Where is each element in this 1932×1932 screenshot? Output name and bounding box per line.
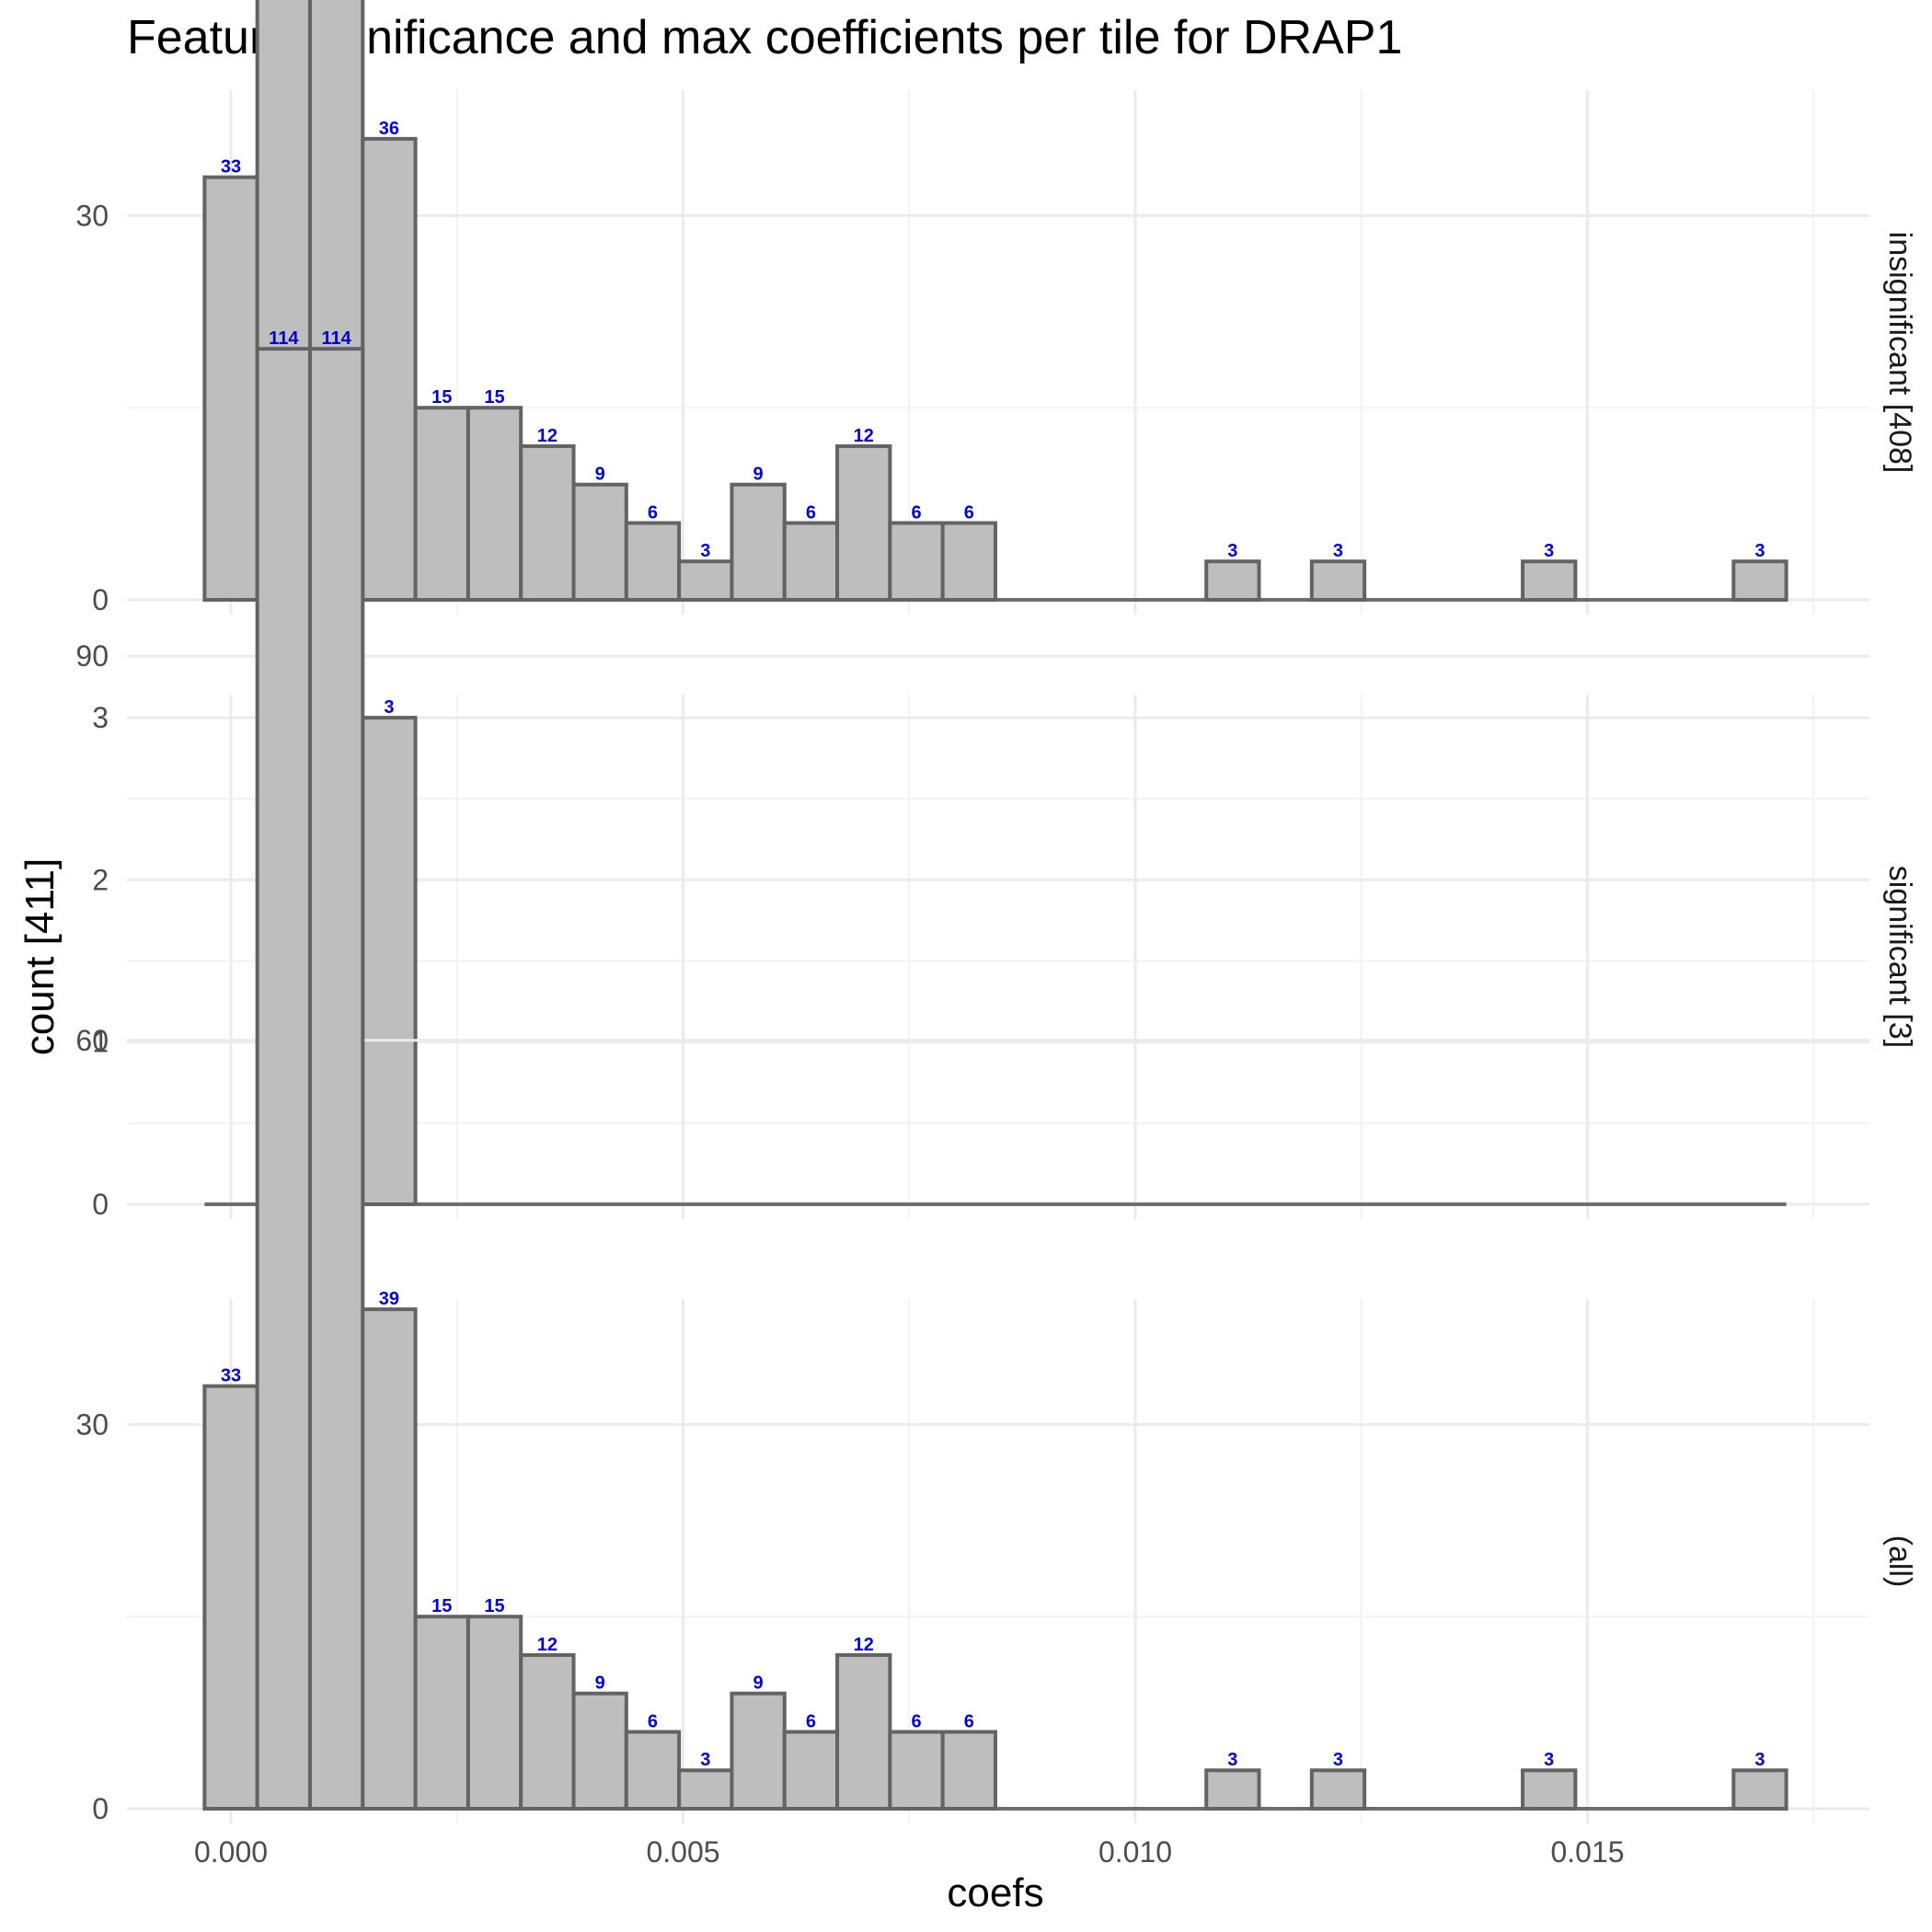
bar-count-label: 15 (484, 387, 504, 408)
histogram-bar (624, 1730, 682, 1811)
bar-count-label: 6 (648, 502, 658, 523)
histogram-bar (624, 521, 682, 602)
histogram-bar (413, 1615, 470, 1811)
histogram-bar (1204, 559, 1261, 602)
bar-count-label: 6 (964, 1711, 974, 1731)
bar-count-label: 3 (1333, 1750, 1343, 1770)
bar-count-label: 6 (648, 1711, 658, 1731)
x-tick-label: 0.015 (1550, 1835, 1624, 1869)
histogram-bar (413, 406, 470, 603)
histogram-bar (255, 347, 312, 1811)
bar-count-label: 12 (854, 1635, 874, 1655)
bar-count-label: 6 (911, 502, 921, 523)
y-tick-label: 1 (92, 1026, 109, 1059)
bar-count-label: 9 (595, 1673, 605, 1694)
histogram-bar (677, 1768, 734, 1811)
bar-count-label: 15 (431, 1596, 452, 1616)
x-tick-label: 0.010 (1098, 1835, 1172, 1869)
x-axis: 0.000 0.005 0.010 0.015 (194, 1835, 1625, 1869)
bar-count-label: 33 (221, 157, 241, 178)
bar-count-label: 3 (1754, 541, 1765, 561)
histogram-bar (1731, 1768, 1788, 1811)
bar-count-label: 12 (854, 426, 874, 446)
y-tick-label: 0 (92, 1188, 109, 1221)
bar-count-label: 39 (379, 1289, 399, 1309)
bar-count-label: 6 (806, 1711, 816, 1731)
bar-count-label: 3 (1333, 541, 1343, 561)
histogram-bar (835, 443, 892, 602)
bar-count-label: 12 (537, 1635, 558, 1655)
histogram-bar (571, 482, 628, 602)
bar-count-label: 3 (700, 1750, 710, 1770)
histogram-bar (782, 521, 840, 602)
histogram-bar (202, 1384, 259, 1811)
y-tick-label: 30 (75, 199, 109, 232)
histogram-bar (1521, 559, 1578, 602)
bar-count-label: 3 (1544, 1750, 1554, 1770)
x-axis-title: coefs (947, 1870, 1043, 1915)
bar-count-label: 9 (753, 465, 764, 485)
bar-count-label: 114 (269, 328, 299, 349)
y-axis-title: count [411] (17, 858, 63, 1055)
y-tick-label: 0 (92, 1792, 109, 1825)
bar-count-label: 6 (964, 502, 974, 523)
histogram-bar (888, 1730, 945, 1811)
histogram-bar (730, 482, 787, 602)
facet-panels: 030609033114114361515129639612663333insi… (75, 0, 1917, 1825)
facet-panel: 0 1 2 3 3 significant [3] (92, 695, 1917, 1221)
histogram-bar (519, 1652, 576, 1811)
bar-count-label: 3 (1754, 1750, 1765, 1770)
bar-count-label: 6 (806, 502, 816, 523)
bar-count-label: 3 (1544, 541, 1554, 561)
histogram-bar (677, 559, 734, 602)
histogram-bar (466, 406, 523, 603)
bar-count-label: 3 (1227, 1750, 1237, 1770)
bar-count-label: 114 (321, 328, 351, 349)
histogram-bar (940, 1730, 997, 1811)
y-tick-label: 60 (75, 1024, 109, 1057)
histogram-bar (1731, 559, 1788, 602)
y-tick-label: 0 (92, 583, 109, 616)
bar-count-label: 3 (384, 697, 394, 718)
y-tick-label: 3 (92, 701, 109, 734)
histogram-bar (307, 347, 365, 1811)
histogram-bar (730, 1691, 787, 1811)
x-tick-label: 0.005 (646, 1835, 719, 1869)
histogram-bar (1309, 559, 1367, 602)
histogram-bar (782, 1730, 840, 1811)
histogram-bar (835, 1652, 892, 1811)
bar-count-label: 3 (1227, 541, 1237, 561)
bar-count-label: 12 (537, 426, 558, 446)
histogram-bar (519, 443, 576, 602)
histogram-bar (571, 1691, 628, 1811)
bar-count-label: 36 (379, 119, 399, 139)
histogram-bar (466, 1615, 523, 1811)
facet-strip-label: (all) (1882, 1535, 1917, 1588)
histogram-bar (1309, 1768, 1367, 1811)
histogram-bar (1204, 1768, 1261, 1811)
bar-count-label: 9 (595, 465, 605, 485)
bar-count-label: 33 (221, 1366, 241, 1386)
bar-count-label: 15 (484, 1596, 504, 1616)
histogram-bar (1521, 1768, 1578, 1811)
y-tick-label: 30 (75, 1408, 109, 1441)
histogram-bar (940, 521, 997, 602)
bar-count-label: 9 (753, 1673, 764, 1694)
histogram-bar (202, 175, 259, 602)
histogram-bar (361, 716, 418, 1206)
facet-strip-label: significant [3] (1882, 866, 1917, 1048)
bar-count-label: 3 (700, 541, 710, 561)
bar-count-label: 15 (431, 387, 452, 408)
y-tick-label: 90 (75, 639, 109, 673)
y-tick-label: 2 (92, 863, 109, 896)
facet-strip-label: insignificant [408] (1882, 232, 1917, 474)
x-tick-label: 0.000 (194, 1835, 268, 1869)
histogram-bar (361, 1307, 418, 1811)
bar-count-label: 6 (911, 1711, 921, 1731)
histogram-bar (888, 521, 945, 602)
histogram-bar (361, 136, 418, 602)
